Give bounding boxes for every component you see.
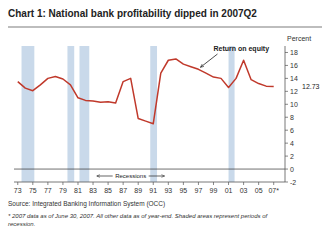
x-tick <box>93 182 94 185</box>
x-tick <box>183 182 184 185</box>
y-tick-label: 10 <box>290 101 298 108</box>
zero-line <box>14 169 285 170</box>
y-tick-label: 14 <box>290 75 298 82</box>
x-tick <box>168 182 169 185</box>
y-axis-label: Percent <box>287 35 311 42</box>
y-tick <box>285 182 288 183</box>
y-tick <box>285 91 288 92</box>
x-tick-label: 07* <box>268 187 279 194</box>
title-rule <box>8 27 322 28</box>
x-tick <box>198 182 199 185</box>
x-tick-label: 79 <box>59 187 67 194</box>
x-tick-label: 99 <box>210 187 218 194</box>
x-tick-label: 81 <box>74 187 82 194</box>
recession-band <box>22 46 35 182</box>
y-tick <box>285 156 288 157</box>
x-tick-label: 77 <box>44 187 52 194</box>
y-tick <box>285 104 288 105</box>
x-tick <box>258 182 259 185</box>
x-tick <box>32 182 33 185</box>
recessions-annotation: Recessions <box>115 173 146 179</box>
x-tick <box>77 182 78 185</box>
y-axis <box>285 46 286 182</box>
y-tick-label: 16 <box>290 62 298 69</box>
x-tick <box>228 182 229 185</box>
y-tick <box>285 143 288 144</box>
x-tick-label: 85 <box>104 187 112 194</box>
x-tick-label: 75 <box>29 187 37 194</box>
y-tick-label: 4 <box>290 140 294 147</box>
x-tick-label: 03 <box>240 187 248 194</box>
roe-line <box>18 59 274 124</box>
y-tick <box>285 117 288 118</box>
x-tick-label: 73 <box>14 187 22 194</box>
x-tick-label: 89 <box>134 187 142 194</box>
y-tick <box>285 169 288 170</box>
y-tick-label: 0 <box>290 166 294 173</box>
x-tick <box>123 182 124 185</box>
title: Chart 1: National bank profitability dip… <box>8 8 257 19</box>
x-tick-label: 97 <box>195 187 203 194</box>
x-tick-label: 87 <box>119 187 127 194</box>
x-tick <box>243 182 244 185</box>
x-tick-label: 01 <box>225 187 233 194</box>
roe-annotation: Return on equity <box>213 45 269 53</box>
y-tick-label: 12 <box>290 88 298 95</box>
y-tick <box>285 78 288 79</box>
y-tick-label: 2 <box>290 153 294 160</box>
y-tick <box>285 65 288 66</box>
y-tick-label: 8 <box>290 114 294 121</box>
footnote-line: * 2007 data as of June 30, 2007. All oth… <box>8 213 269 219</box>
x-tick-label: 05 <box>255 187 263 194</box>
recession-band <box>229 46 235 182</box>
x-axis <box>14 182 285 183</box>
x-tick <box>273 182 274 185</box>
source: Source: Integrated Banking Information S… <box>8 200 165 208</box>
x-tick <box>62 182 63 185</box>
y-tick <box>285 130 288 131</box>
x-tick <box>47 182 48 185</box>
y-tick-label: -2 <box>290 179 296 186</box>
recession-band <box>150 46 157 182</box>
y-tick-label: 18 <box>290 49 298 56</box>
y-tick-label: 6 <box>290 127 294 134</box>
x-tick <box>213 182 214 185</box>
y-tick <box>285 52 288 53</box>
x-tick-label: 83 <box>89 187 97 194</box>
footnote-line: recession. <box>8 221 35 227</box>
x-tick <box>153 182 154 185</box>
x-tick-label: 93 <box>164 187 172 194</box>
roe-annotation-arrow <box>200 54 217 67</box>
x-tick-label: 91 <box>149 187 157 194</box>
recessions-arrow <box>97 176 113 177</box>
last-value-annotation: 12.73 <box>302 83 320 90</box>
recessions-arrow <box>149 176 165 177</box>
chart: Chart 1: National bank profitability dip… <box>0 0 330 246</box>
footnote: * 2007 data as of June 30, 2007. All oth… <box>8 213 269 227</box>
plot-area <box>14 46 285 182</box>
x-tick-label: 95 <box>179 187 187 194</box>
x-tick <box>138 182 139 185</box>
x-tick <box>17 182 18 185</box>
recession-band <box>67 46 74 182</box>
recession-band <box>79 46 89 182</box>
x-tick <box>108 182 109 185</box>
